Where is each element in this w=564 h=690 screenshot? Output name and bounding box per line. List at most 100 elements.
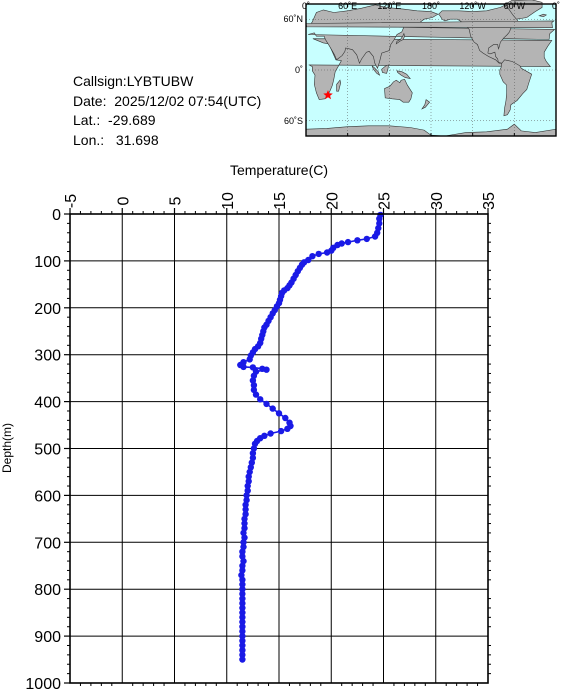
profile-point	[242, 506, 249, 513]
profile-point	[267, 430, 274, 437]
y-tick-label: 600	[34, 488, 61, 505]
y-tick-label: 400	[34, 395, 61, 412]
profile-point	[344, 238, 352, 246]
callsign-label: Callsign:	[73, 73, 127, 89]
map-content	[305, 0, 557, 137]
profile-point	[363, 235, 370, 243]
lat-label: Lat.:	[73, 112, 101, 128]
lon-value: 31.698	[115, 131, 159, 148]
profile-point	[239, 637, 246, 644]
profile-point	[239, 614, 246, 621]
callsign-line: Callsign:LYBTUBW	[73, 72, 261, 92]
profile-point	[241, 520, 248, 527]
profile-point	[240, 539, 247, 546]
profile-point	[239, 628, 246, 635]
map-lon-label: 0˚	[302, 1, 310, 11]
landmass-sumatra	[371, 65, 381, 76]
profile-point	[315, 250, 322, 258]
lat-value: -29.689	[108, 112, 156, 128]
profile-point	[239, 647, 246, 654]
x-tick-label: 20	[324, 192, 341, 210]
profile-point	[239, 623, 246, 630]
profile-point	[239, 586, 246, 593]
profile-point	[354, 237, 361, 244]
profile-point	[277, 427, 285, 435]
profile-point	[239, 618, 246, 626]
x-tick-label: 0	[115, 196, 132, 205]
map-lon-label: 60˚W	[504, 1, 526, 11]
profile-point	[275, 410, 283, 417]
landmass-new-zealand	[421, 99, 431, 110]
profile-point	[241, 515, 248, 523]
profile-point	[371, 233, 379, 240]
map-lon-label: 60˚E	[338, 1, 357, 11]
profile-point	[239, 604, 246, 612]
profile-point	[263, 366, 270, 373]
x-tick-label: 15	[272, 192, 289, 210]
map-lon-label: 0˚	[552, 1, 560, 11]
landmass-britain	[305, 20, 555, 29]
y-tick-label: 900	[34, 629, 61, 646]
map-lat-label: 60˚N	[283, 14, 303, 24]
x-tick-label: 25	[377, 192, 394, 210]
landmass-borneo	[381, 64, 389, 74]
chart-grid	[70, 214, 488, 683]
date-value: 2025/12/02 07:54(UTC)	[114, 92, 262, 109]
landmass-south-america	[499, 59, 533, 117]
map-lon-label: 120˚W	[459, 1, 486, 11]
plot-frame	[69, 213, 489, 684]
profile-point	[309, 253, 316, 260]
profile-point	[263, 400, 270, 408]
profile-point	[282, 414, 289, 422]
y-tick-label: 700	[34, 535, 61, 552]
profile-point	[252, 391, 260, 398]
map-lat-label: 0˚	[295, 65, 303, 75]
profile-point	[239, 581, 246, 588]
date-label: Date:	[73, 92, 107, 109]
lat-line: Lat.: -29.689	[73, 111, 261, 131]
map-labels: 0˚ 60˚E 120˚E 180˚ 120˚W 60˚W 0˚ 60˚N 0˚ 60˚S	[283, 1, 560, 126]
y-tick-label: 500	[34, 442, 61, 459]
station-marker-icon	[323, 90, 333, 100]
x-tick-label: 10	[220, 192, 237, 210]
profile-point	[239, 651, 246, 659]
x-tick-label: 30	[429, 192, 446, 210]
profile-point	[239, 562, 246, 569]
profile-point	[239, 576, 246, 583]
profile-point	[239, 595, 246, 602]
map-lon-label: 120˚E	[377, 1, 401, 11]
profile-point	[269, 405, 276, 412]
x-tick-label: -5	[63, 194, 80, 208]
y-tick-label: 800	[34, 582, 61, 599]
profile-point	[240, 363, 247, 371]
x-axis-title: Temperature(C)	[230, 162, 328, 178]
profile-point	[323, 249, 331, 256]
date-line: Date: 2025/12/02 07:54(UTC)	[73, 92, 261, 112]
y-tick-label: 300	[34, 348, 61, 365]
profile-point	[376, 215, 383, 222]
landmass-madagascar	[336, 79, 342, 92]
x-tick-label: 35	[481, 192, 498, 210]
lon-label: Lon.:	[73, 131, 105, 148]
x-tick-label: 5	[168, 196, 185, 205]
profile-point	[239, 590, 246, 598]
profile-point	[249, 450, 257, 457]
profile-point	[257, 396, 264, 403]
y-tick-label: 0	[52, 207, 61, 224]
landmass-australia	[384, 78, 413, 103]
landmass-greenland	[503, 0, 543, 20]
profile-point	[239, 632, 246, 640]
callsign-value: LYBTUBW	[126, 73, 194, 89]
profile-point	[243, 492, 250, 499]
profile-point	[245, 473, 252, 480]
y-tick-label: 1000	[25, 676, 61, 690]
profile-point	[239, 609, 246, 616]
profile-point	[239, 656, 246, 663]
station-info: Callsign:LYBTUBW Date: 2025/12/02 07:54(…	[73, 72, 261, 150]
y-tick-label: 200	[34, 301, 61, 318]
y-axis-title: Depth(m)	[0, 423, 14, 473]
world-map: 0˚ 60˚E 120˚E 180˚ 120˚W 60˚W 0˚ 60˚N 0˚ 60˚S	[283, 0, 560, 137]
profile-point	[239, 600, 246, 607]
landmass-new-guinea	[396, 70, 411, 79]
